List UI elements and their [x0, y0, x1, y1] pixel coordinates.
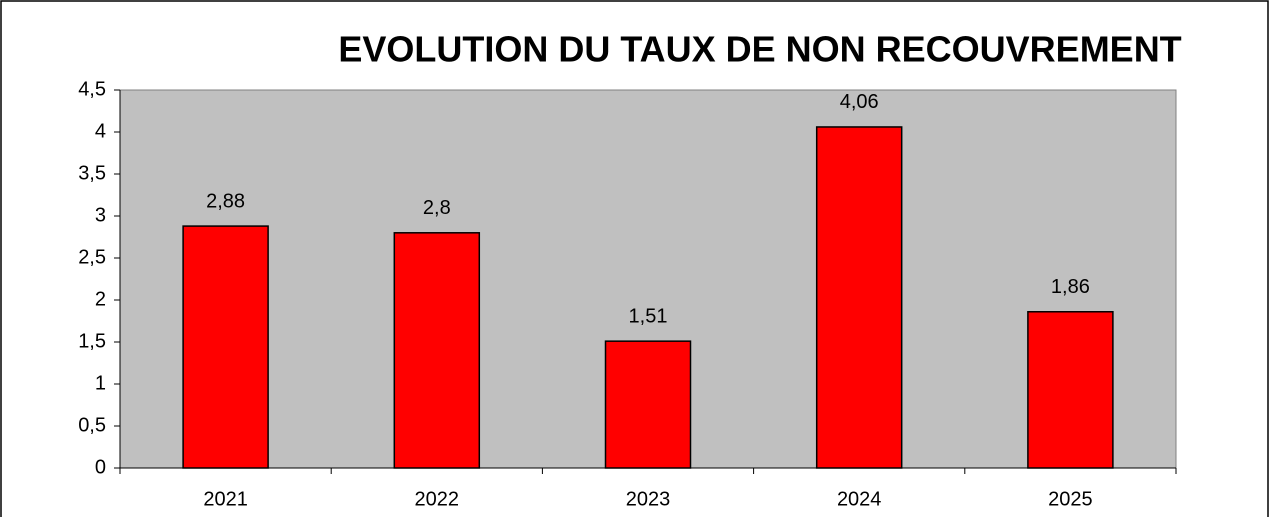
x-tick-label: 2024: [837, 488, 882, 510]
bar: [182, 225, 269, 469]
y-tick-label: 3,5: [78, 162, 106, 184]
y-tick-label: 0: [95, 456, 106, 478]
x-tick-label: 2023: [626, 488, 671, 510]
x-tick-label: 2021: [203, 488, 248, 510]
bar: [1027, 311, 1114, 469]
x-tick-label: 2022: [415, 488, 460, 510]
data-label: 4,06: [840, 91, 879, 113]
y-tick-label: 2,5: [78, 246, 106, 268]
y-tick-label: 0,5: [78, 414, 106, 436]
y-tick-label: 4: [95, 120, 106, 142]
data-label: 2,88: [206, 190, 245, 212]
y-tick-label: 1,5: [78, 330, 106, 352]
y-tick-label: 4,5: [78, 78, 106, 100]
y-tick-label: 1: [95, 372, 106, 394]
y-tick-label: 3: [95, 204, 106, 226]
data-label: 2,8: [423, 197, 451, 219]
bar: [815, 126, 903, 469]
bar: [393, 232, 481, 469]
x-tick-label: 2025: [1048, 488, 1093, 510]
bar: [604, 340, 692, 469]
data-label: 1,86: [1051, 276, 1090, 298]
chart-title: EVOLUTION DU TAUX DE NON RECOUVREMENT: [338, 29, 1181, 70]
data-label: 1,51: [629, 305, 668, 327]
y-tick-label: 2: [95, 288, 106, 310]
